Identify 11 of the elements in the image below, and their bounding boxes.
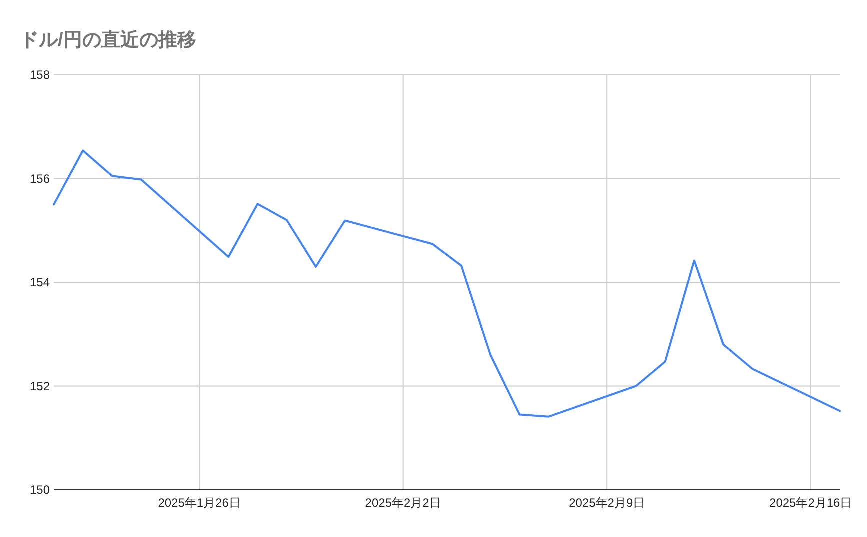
y-tick-label: 156 — [30, 172, 50, 186]
line-series — [53, 150, 841, 418]
y-tick-label: 158 — [30, 68, 50, 82]
x-tick-label: 2025年2月16日 — [770, 496, 852, 510]
y-tick-label: 152 — [30, 379, 50, 394]
y-tick-label: 150 — [30, 483, 50, 498]
chart-title: ドル/円の直近の推移 — [20, 29, 196, 51]
x-tick-label: 2025年2月9日 — [569, 496, 646, 510]
x-tick-label: 2025年1月26日 — [158, 496, 241, 510]
x-tick-label: 2025年2月2日 — [365, 496, 442, 510]
y-tick-label: 154 — [30, 276, 50, 290]
